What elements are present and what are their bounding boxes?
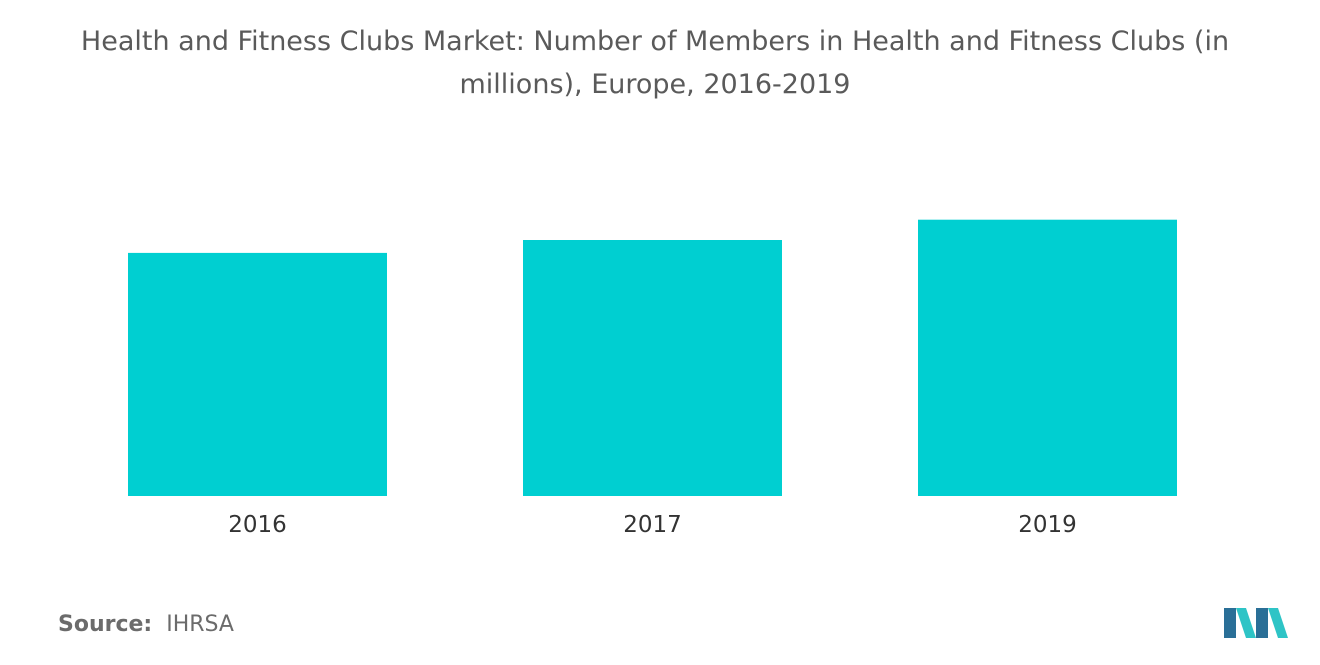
x-tick-label-2019: 2019 bbox=[1018, 512, 1077, 538]
bar-2016 bbox=[128, 252, 387, 496]
bar-2019 bbox=[918, 219, 1177, 496]
x-tick-label-2016: 2016 bbox=[228, 512, 287, 538]
bar-group bbox=[128, 219, 1177, 496]
bar-2017 bbox=[523, 240, 782, 496]
source-value: IHRSA bbox=[166, 612, 234, 637]
x-axis-tick-labels: 2016 2017 2019 bbox=[228, 512, 1077, 538]
source-note: Source: IHRSA bbox=[58, 612, 234, 637]
chart-title: Health and Fitness Clubs Market: Number … bbox=[80, 26, 1230, 100]
source-label: Source: bbox=[58, 612, 153, 637]
x-tick-label-2017: 2017 bbox=[623, 512, 682, 538]
mordor-intelligence-logo-icon bbox=[1224, 608, 1288, 638]
